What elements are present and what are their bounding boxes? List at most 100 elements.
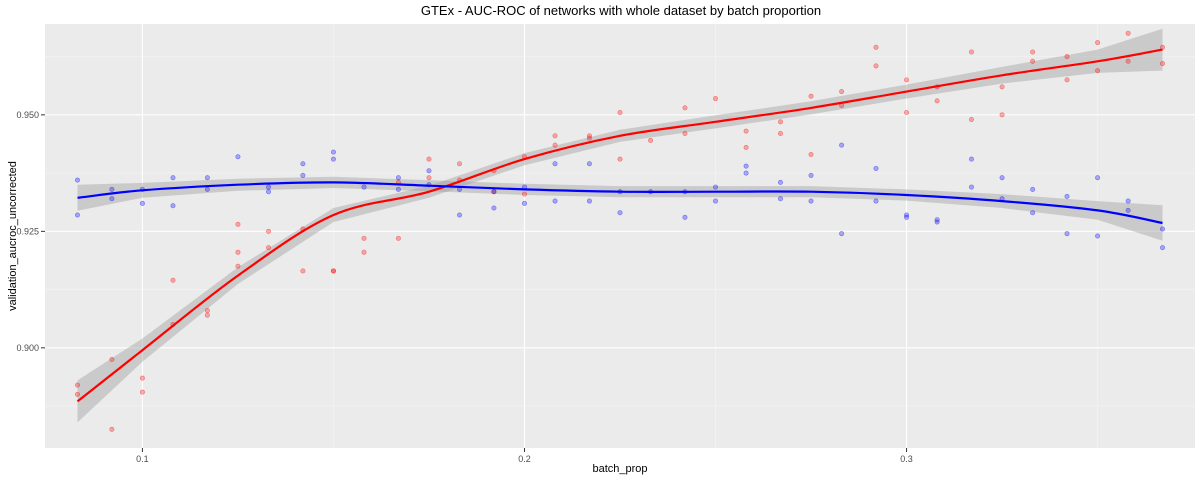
data-point [109, 426, 115, 432]
data-point [395, 235, 401, 241]
data-point [552, 198, 558, 204]
data-point [170, 203, 176, 209]
data-point [109, 196, 115, 202]
data-point [999, 175, 1005, 181]
data-point [808, 198, 814, 204]
x-tick-label: 0.3 [900, 454, 913, 464]
data-point [1095, 68, 1101, 74]
data-point [266, 184, 272, 190]
data-point [1064, 231, 1070, 237]
data-point [808, 93, 814, 99]
data-point [904, 77, 910, 83]
data-point [1064, 77, 1070, 83]
smooth-line [77, 181, 1163, 225]
data-point [395, 175, 401, 181]
data-point [968, 184, 974, 190]
data-point [1064, 193, 1070, 199]
data-point [743, 144, 749, 150]
data-point [491, 205, 497, 211]
data-point [235, 154, 241, 160]
data-point [617, 156, 623, 162]
data-point [1030, 49, 1036, 55]
x-axis-ticks: 0.1 0.2 0.3 [136, 448, 913, 464]
data-point [839, 89, 845, 95]
data-point [934, 98, 940, 104]
data-point [1030, 186, 1036, 192]
data-point [617, 110, 623, 116]
data-point [491, 189, 497, 195]
data-point [968, 156, 974, 162]
data-point [873, 198, 879, 204]
data-point [934, 217, 940, 223]
data-point [743, 128, 749, 134]
data-point [395, 186, 401, 192]
data-point [457, 161, 463, 167]
data-point [552, 161, 558, 167]
major-gridlines [45, 24, 1195, 448]
data-point [204, 175, 210, 181]
x-tick-label: 0.1 [136, 454, 149, 464]
data-point [235, 249, 241, 255]
data-point [521, 200, 527, 206]
data-point [713, 184, 719, 190]
data-point [1160, 226, 1166, 232]
data-point [74, 177, 80, 183]
data-point [139, 389, 145, 395]
data-point [109, 356, 115, 362]
data-point [682, 130, 688, 136]
data-point [170, 277, 176, 283]
data-point [873, 165, 879, 171]
x-tick-label: 0.2 [518, 454, 531, 464]
data-point [1095, 233, 1101, 239]
data-point [1064, 54, 1070, 60]
data-point [204, 308, 210, 314]
data-point [552, 142, 558, 148]
data-point [74, 212, 80, 218]
data-point [682, 214, 688, 220]
data-point [266, 189, 272, 195]
data-point [873, 63, 879, 69]
data-point [904, 110, 910, 116]
data-point [457, 212, 463, 218]
x-axis-label: batch_prop [592, 463, 647, 475]
data-point [330, 156, 336, 162]
data-point [1160, 61, 1166, 67]
data-point [266, 228, 272, 234]
data-point [904, 214, 910, 220]
data-point [361, 235, 367, 241]
chart-title: GTEx - AUC-ROC of networks with whole da… [421, 3, 821, 18]
data-point [586, 198, 592, 204]
y-axis-label: validation_aucroc_uncorrected [7, 161, 19, 311]
data-point [873, 44, 879, 50]
data-point [521, 191, 527, 197]
data-point [300, 172, 306, 178]
data-point [74, 391, 80, 397]
data-point [170, 175, 176, 181]
data-point [839, 231, 845, 237]
data-point [552, 133, 558, 139]
smooth-line [76, 48, 1163, 403]
data-point [808, 151, 814, 157]
data-point [74, 382, 80, 388]
data-point [713, 198, 719, 204]
data-point [1160, 245, 1166, 251]
data-point [330, 149, 336, 155]
data-point [1125, 207, 1131, 213]
data-point [109, 186, 115, 192]
smooth-lines [76, 48, 1163, 403]
data-point [808, 172, 814, 178]
data-point [235, 221, 241, 227]
data-point [713, 96, 719, 102]
data-point [777, 119, 783, 125]
data-point [235, 263, 241, 269]
data-point [743, 163, 749, 169]
data-point [330, 268, 336, 274]
data-point [1160, 44, 1166, 50]
data-point [586, 135, 592, 141]
data-point [682, 105, 688, 111]
data-point [1125, 30, 1131, 36]
data-point [617, 210, 623, 216]
y-tick-label: 0.950 [16, 110, 39, 120]
data-point [300, 268, 306, 274]
data-point [1030, 210, 1036, 216]
